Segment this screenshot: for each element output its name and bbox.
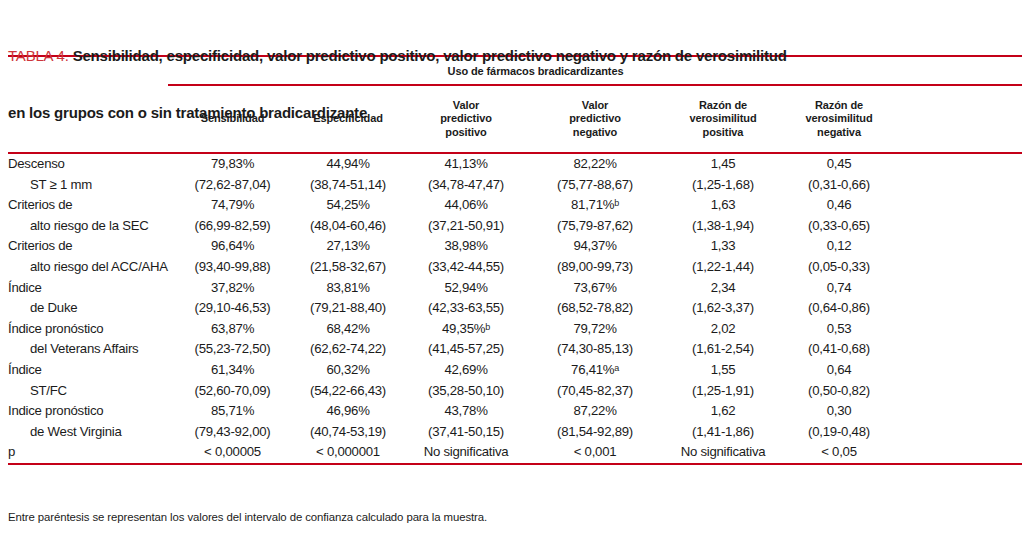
header-especificidad: Especificidad	[290, 112, 406, 126]
cell-rv-negativa: < 0,05	[782, 442, 896, 463]
cell-vpp: 42,69% (35,28-50,10)	[406, 360, 526, 401]
cell-vpp: 49,35%ᵇ (41,45-57,25)	[406, 319, 526, 360]
paper-table-page: TABLA 4.Sensibilidad, especificidad, val…	[0, 0, 1024, 533]
cell-especificidad: < 0,000001	[290, 442, 406, 463]
cell-vpp: No significativa	[406, 442, 526, 463]
cell-vpn: 79,72% (74,30-85,13)	[526, 319, 664, 360]
row-label: p	[8, 442, 175, 463]
table-row-indice-veterans-affairs: Índice pronóstico del Veterans Affairs 6…	[8, 319, 1022, 360]
cell-sensibilidad: < 0,00005	[175, 442, 290, 463]
table-row-criterios-acc-aha: Criterios de alto riesgo del ACC/AHA 96,…	[8, 236, 1022, 277]
cell-sensibilidad: 96,64% (93,40-99,88)	[175, 236, 290, 277]
cell-sensibilidad: 63,87% (55,23-72,50)	[175, 319, 290, 360]
cell-vpp: 43,78% (37,41-50,15)	[406, 401, 526, 442]
cell-rv-positiva: 1,33 (1,22-1,44)	[664, 236, 782, 277]
cell-rv-positiva: No significativa	[664, 442, 782, 463]
table-row-indice-duke: Índice de Duke 37,82% (29,10-46,53) 83,8…	[8, 278, 1022, 319]
header-sensibilidad: Sensibilidad	[175, 112, 290, 126]
cell-rv-positiva: 1,45 (1,25-1,68)	[664, 154, 782, 195]
row-trailing-spacer	[896, 154, 1022, 195]
cell-vpp: 44,06% (37,21-50,91)	[406, 195, 526, 236]
cell-especificidad: 60,32% (54,22-66,43)	[290, 360, 406, 401]
cell-rv-negativa: 0,46 (0,33-0,65)	[782, 195, 896, 236]
cell-vpp: 52,94% (42,33-63,55)	[406, 278, 526, 319]
row-trailing-spacer	[896, 319, 1022, 360]
header-valor-predictivo-positivo: Valor predictivo positivo	[406, 99, 526, 140]
row-label: Índice pronóstico del Veterans Affairs	[8, 319, 175, 360]
cell-rv-positiva: 1,62 (1,41-1,86)	[664, 401, 782, 442]
header-valor-predictivo-negativo: Valor predictivo negativo	[526, 99, 664, 140]
cell-especificidad: 27,13% (21,58-32,67)	[290, 236, 406, 277]
cell-especificidad: 54,25% (48,04-60,46)	[290, 195, 406, 236]
cell-vpn: 76,41%ᵃ (70,45-82,37)	[526, 360, 664, 401]
cell-vpn: 73,67% (68,52-78,82)	[526, 278, 664, 319]
header-razon-verosimilitud-negativa: Razón de verosimilitud negativa	[782, 99, 896, 140]
cell-vpp: 38,98% (33,42-44,55)	[406, 236, 526, 277]
cell-vpn: 87,22% (81,54-92,89)	[526, 401, 664, 442]
row-trailing-spacer	[896, 195, 1022, 236]
cell-rv-negativa: 0,64 (0,50-0,82)	[782, 360, 896, 401]
row-label: Índice ST/FC	[8, 360, 175, 401]
cell-sensibilidad: 85,71% (79,43-92,00)	[175, 401, 290, 442]
cell-rv-positiva: 2,02 (1,61-2,54)	[664, 319, 782, 360]
cell-especificidad: 68,42% (62,62-74,22)	[290, 319, 406, 360]
cell-vpn: 94,37% (89,00-99,73)	[526, 236, 664, 277]
header-razon-verosimilitud-positiva: Razón de verosimilitud positiva	[664, 99, 782, 140]
row-trailing-spacer	[896, 236, 1022, 277]
footnote-confidence-interval: Entre paréntesis se representan los valo…	[8, 508, 1022, 526]
row-label: Indice pronóstico de West Virginia	[8, 401, 175, 442]
table-row-indice-st-fc: Índice ST/FC 61,34% (52,60-70,09) 60,32%…	[8, 360, 1022, 401]
table-row-descenso-st: Descenso ST ≥ 1 mm 79,83% (72,62-87,04) …	[8, 154, 1022, 195]
cell-vpn: 82,22% (75,77-88,67)	[526, 154, 664, 195]
row-trailing-spacer	[896, 278, 1022, 319]
cell-vpn: 81,71%ᵇ (75,79-87,62)	[526, 195, 664, 236]
cell-rv-positiva: 2,34 (1,62-3,37)	[664, 278, 782, 319]
cell-vpp: 41,13% (34,78-47,47)	[406, 154, 526, 195]
cell-rv-negativa: 0,53 (0,41-0,68)	[782, 319, 896, 360]
cell-rv-positiva: 1,63 (1,38-1,94)	[664, 195, 782, 236]
cell-sensibilidad: 37,82% (29,10-46,53)	[175, 278, 290, 319]
table-body: Descenso ST ≥ 1 mm 79,83% (72,62-87,04) …	[8, 154, 1022, 463]
table-row-criterios-sec: Criterios de alto riesgo de la SEC 74,79…	[8, 195, 1022, 236]
cell-rv-negativa: 0,74 (0,64-0,86)	[782, 278, 896, 319]
cell-rv-negativa: 0,30 (0,19-0,48)	[782, 401, 896, 442]
cell-sensibilidad: 74,79% (66,99-82,59)	[175, 195, 290, 236]
row-label: Criterios de alto riesgo del ACC/AHA	[8, 236, 175, 277]
row-trailing-spacer	[896, 360, 1022, 401]
table-number-label: TABLA 4.	[8, 47, 69, 64]
row-label: Índice de Duke	[8, 278, 175, 319]
table-footnotes: Entre paréntesis se representan los valo…	[8, 465, 1022, 533]
group-header: Uso de fármacos bradicardizantes	[175, 65, 896, 77]
cell-especificidad: 44,94% (38,74-51,14)	[290, 154, 406, 195]
cell-sensibilidad: 79,83% (72,62-87,04)	[175, 154, 290, 195]
row-trailing-spacer	[896, 442, 1022, 463]
cell-rv-negativa: 0,12 (0,05-0,33)	[782, 236, 896, 277]
row-trailing-spacer	[896, 401, 1022, 442]
cell-rv-negativa: 0,45 (0,31-0,66)	[782, 154, 896, 195]
cell-vpn: < 0,001	[526, 442, 664, 463]
table-title: TABLA 4.Sensibilidad, especificidad, val…	[8, 8, 1022, 55]
row-label: Descenso ST ≥ 1 mm	[8, 154, 175, 195]
cell-especificidad: 46,96% (40,74-53,19)	[290, 401, 406, 442]
row-label: Criterios de alto riesgo de la SEC	[8, 195, 175, 236]
cell-sensibilidad: 61,34% (52,60-70,09)	[175, 360, 290, 401]
table-caption-line1: Sensibilidad, especificidad, valor predi…	[73, 47, 787, 64]
cell-especificidad: 83,81% (79,21-88,40)	[290, 278, 406, 319]
cell-rv-positiva: 1,55 (1,25-1,91)	[664, 360, 782, 401]
table-row-indice-west-virginia: Indice pronóstico de West Virginia 85,71…	[8, 401, 1022, 442]
table-row-p-values: p < 0,00005 < 0,000001 No significativa …	[8, 442, 1022, 463]
